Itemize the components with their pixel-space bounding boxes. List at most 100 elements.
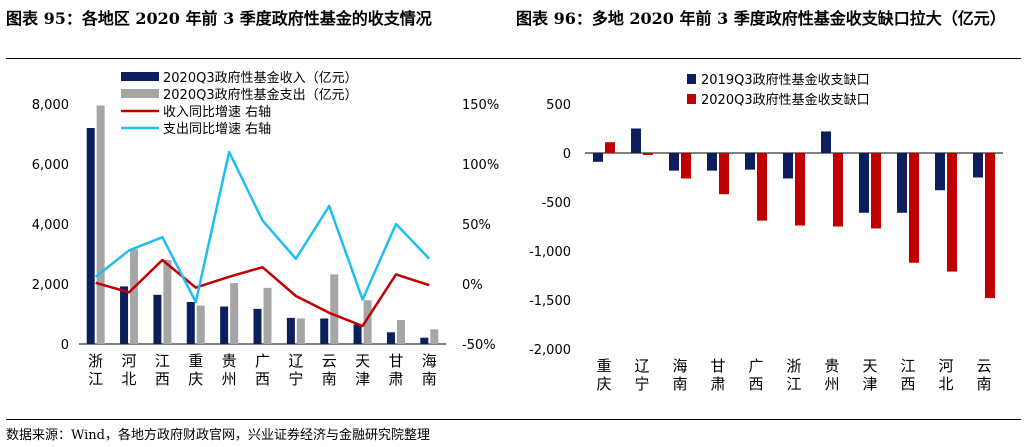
expenditure-bar (263, 287, 272, 344)
left-x-tick-label: 辽宁 (288, 352, 303, 388)
income-bar (186, 302, 195, 344)
right-chart-x-tick-label: 贵州 (824, 357, 839, 393)
income-bar (386, 332, 395, 344)
gap-2019-bar (897, 153, 907, 213)
left-x-tick-label: 广西 (255, 352, 270, 388)
left-x-tick-label: 甘肃 (388, 352, 403, 388)
right-y-tick-label: -50% (462, 338, 496, 353)
right-chart-x-tick-label: 江西 (900, 357, 915, 393)
income-bar (86, 128, 95, 344)
chart-left-title: 图表 95：各地区 2020 年前 3 季度政府性基金的收支情况 (6, 9, 432, 28)
expenditure-bar (163, 260, 172, 344)
gap-2019-bar (593, 153, 603, 162)
gap-2020-bar (795, 153, 805, 226)
left-y-tick-label: 2,000 (32, 278, 69, 293)
income-bar (286, 317, 295, 344)
right-chart-x-tick-label: 浙江 (786, 357, 801, 393)
expenditure-bar (296, 318, 305, 344)
income-bar (220, 306, 229, 344)
gap-2020-bar (605, 142, 615, 153)
left-y-tick-label: 4,000 (32, 218, 69, 233)
right-chart-x-tick-label: 甘肃 (710, 357, 725, 393)
gap-2019-bar (707, 153, 717, 171)
right-chart-x-tick-label: 广西 (748, 357, 763, 393)
gap-2020-bar (643, 153, 653, 155)
bottom-rule (6, 419, 1021, 420)
income-bar (420, 337, 429, 344)
right-chart-y-tick-label: -2,000 (529, 343, 571, 358)
gap-2020-bar (909, 153, 919, 263)
right-chart-y-tick-label: -500 (541, 196, 571, 211)
gap-2020-bar (833, 153, 843, 227)
legend-label: 支出同比增速 右轴 (163, 122, 271, 137)
gap-2019-bar (783, 153, 793, 179)
legend-swatch (687, 94, 696, 104)
income-bar (320, 318, 329, 344)
legend-swatch (687, 74, 696, 84)
income-bar (153, 294, 162, 344)
expenditure-bar (130, 249, 139, 344)
legend-label: 2020Q3政府性基金收支缺口 (701, 92, 870, 108)
gap-2019-bar (821, 131, 831, 153)
left-y-tick-label: 6,000 (32, 158, 69, 173)
gap-2020-bar (985, 153, 995, 299)
right-chart-y-tick-label: -1,500 (529, 294, 571, 309)
gap-2019-bar (859, 153, 869, 213)
expenditure-bar (396, 320, 405, 344)
right-chart-y-tick-label: 500 (546, 98, 571, 113)
legend-swatch (121, 72, 159, 81)
gap-2019-bar (935, 153, 945, 191)
income-bar (353, 324, 362, 344)
gap-2019-bar (631, 128, 641, 153)
right-chart-x-tick-label: 重庆 (596, 357, 611, 393)
left-y-tick-label: 0 (61, 338, 69, 353)
left-x-tick-label: 江西 (155, 352, 170, 388)
left-x-tick-label: 重庆 (188, 352, 203, 388)
right-chart-x-tick-label: 辽宁 (634, 357, 649, 393)
right-y-tick-label: 100% (462, 158, 499, 173)
right-chart-x-tick-label: 河北 (938, 357, 953, 393)
top-rule (6, 58, 1021, 59)
left-x-tick-label: 天津 (355, 352, 370, 388)
gap-2020-bar (681, 153, 691, 179)
legend-swatch (121, 89, 159, 98)
legend-label: 收入同比增速 右轴 (163, 105, 271, 120)
income-growth-line (95, 258, 430, 328)
gap-2019-bar (669, 153, 679, 171)
left-y-tick-label: 8,000 (32, 98, 69, 113)
right-chart-x-tick-label: 海南 (672, 357, 687, 393)
expenditure-bar (196, 305, 205, 344)
chart-right-title: 图表 96：多地 2020 年前 3 季度政府性基金收支缺口拉大（亿元） (516, 9, 1006, 28)
expenditure-bar (330, 274, 339, 344)
source-note: 数据来源：Wind，各地方政府财政官网，兴业证券经济与金融研究院整理 (6, 428, 430, 443)
right-chart-y-tick-label: -1,000 (529, 245, 571, 260)
right-chart-x-tick-label: 天津 (862, 357, 877, 393)
left-x-tick-label: 贵州 (222, 352, 237, 388)
expenditure-growth-line (94, 150, 431, 304)
right-y-tick-label: 50% (462, 218, 491, 233)
expenditure-bar (230, 283, 239, 344)
left-x-tick-label: 云南 (322, 352, 337, 388)
legend-label: 2020Q3政府性基金支出（亿元） (163, 87, 358, 103)
left-x-tick-label: 河北 (122, 352, 137, 388)
right-y-tick-label: 0% (462, 278, 483, 293)
left-x-tick-label: 浙江 (88, 352, 103, 388)
gap-2019-bar (973, 153, 983, 178)
left-x-tick-label: 海南 (422, 352, 437, 388)
gap-2020-bar (757, 153, 767, 221)
gap-2020-bar (947, 153, 957, 272)
expenditure-bar (363, 300, 372, 344)
income-bar (253, 308, 262, 344)
income-bar (120, 286, 129, 344)
right-chart-y-tick-label: 0 (563, 147, 571, 162)
gap-2019-bar (745, 153, 755, 170)
gap-2020-bar (719, 153, 729, 195)
right-chart-x-tick-label: 云南 (976, 357, 991, 393)
right-y-tick-label: 150% (462, 98, 499, 113)
legend-label: 2019Q3政府性基金收支缺口 (701, 72, 870, 88)
expenditure-bar (96, 105, 105, 344)
expenditure-bar (430, 329, 439, 344)
gap-2020-bar (871, 153, 881, 229)
